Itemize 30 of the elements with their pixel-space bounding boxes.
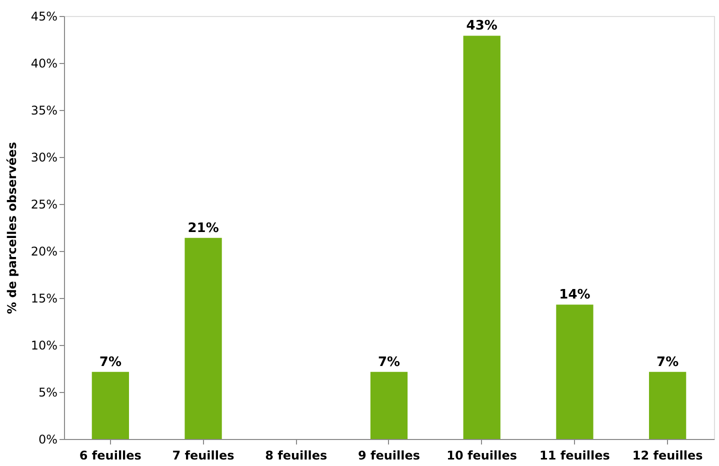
- y-tick-label: 25%: [30, 198, 58, 212]
- x-tick-label: 6 feuilles: [79, 448, 142, 462]
- y-tick-label: 0%: [38, 432, 58, 446]
- data-label: 7%: [378, 354, 400, 370]
- x-tick-label: 7 feuilles: [172, 448, 234, 462]
- y-tick-label: 5%: [38, 386, 58, 400]
- x-tick-label: 9 feuilles: [358, 448, 420, 462]
- bar: [649, 372, 686, 439]
- data-label: 7%: [656, 354, 679, 370]
- bar: [370, 372, 408, 439]
- y-tick-label: 40%: [30, 56, 58, 70]
- y-tick-label: 35%: [30, 104, 58, 118]
- bar: [556, 304, 594, 439]
- y-tick-label: 15%: [30, 292, 58, 306]
- x-tick-label: 11 feuilles: [540, 448, 610, 462]
- y-tick-label: 20%: [30, 244, 58, 258]
- bar: [184, 238, 222, 439]
- data-label: 7%: [99, 354, 122, 370]
- x-tick-label: 8 feuilles: [265, 448, 328, 462]
- y-tick-label: 45%: [30, 10, 58, 24]
- y-tick-label: 10%: [30, 338, 58, 352]
- bar: [92, 372, 129, 439]
- x-tick-label: 12 feuilles: [632, 448, 703, 462]
- x-tick-label: 10 feuilles: [446, 448, 518, 462]
- bar: [463, 36, 500, 439]
- data-label: 43%: [466, 18, 498, 34]
- data-label: 14%: [559, 288, 590, 303]
- y-tick-label: 30%: [30, 150, 58, 164]
- data-label: 21%: [188, 220, 219, 236]
- y-axis-title: % de parcelles observées: [4, 142, 19, 314]
